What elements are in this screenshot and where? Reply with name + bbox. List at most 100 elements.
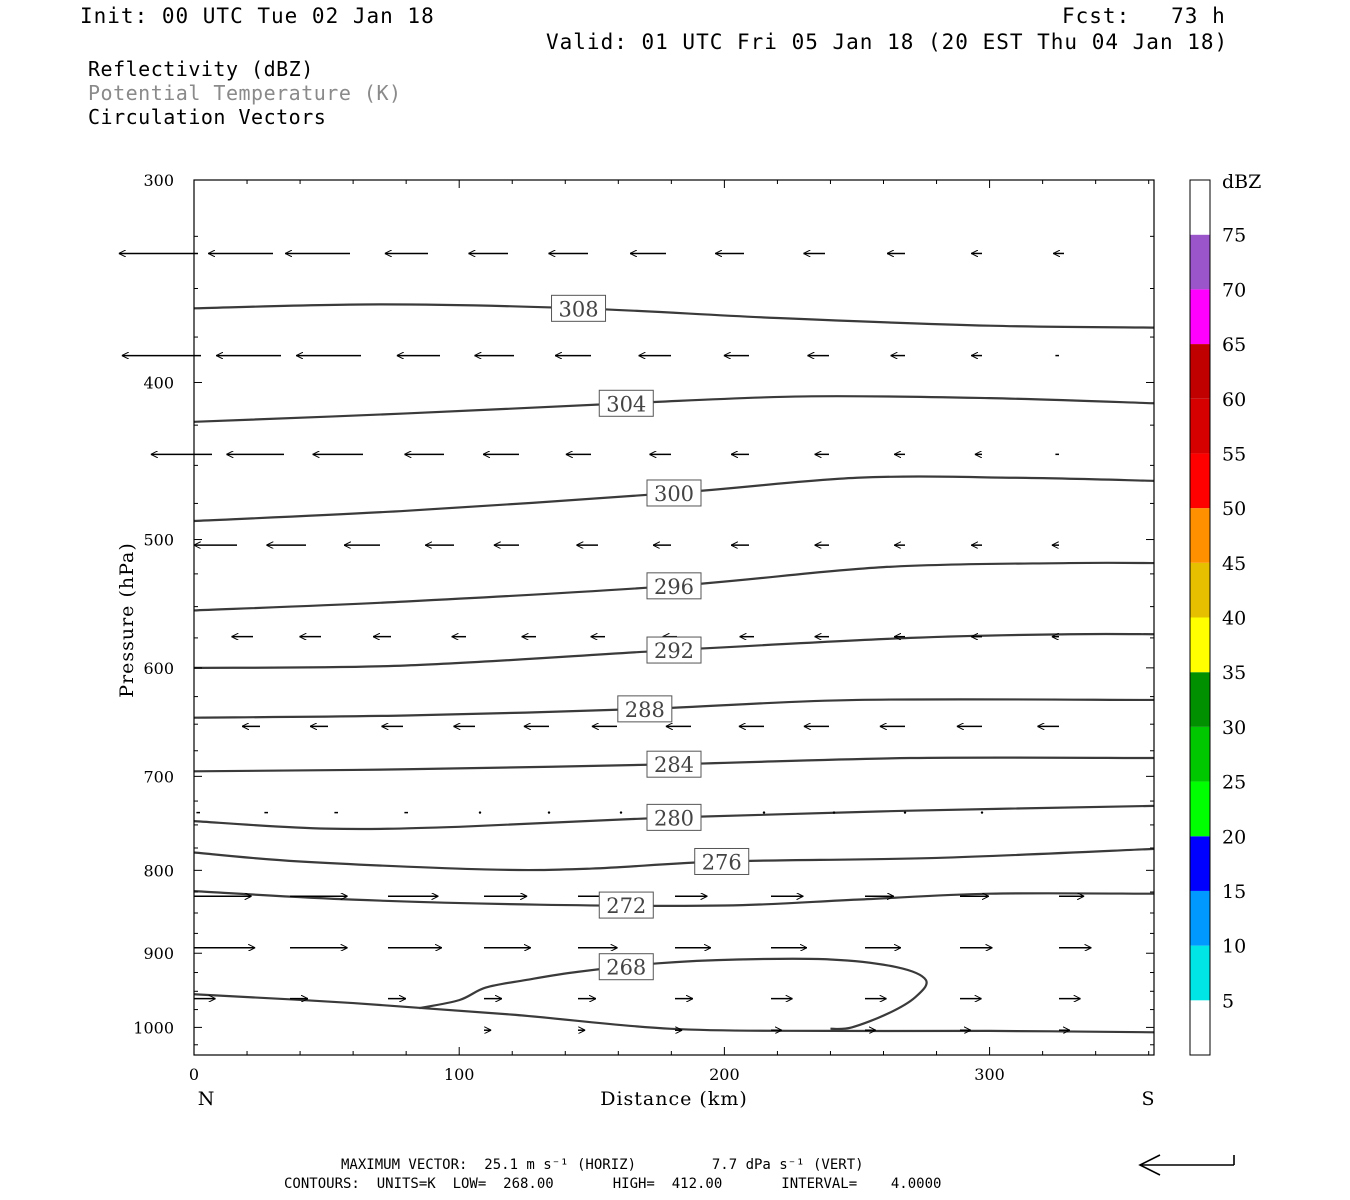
theta-contour-line (193, 632, 1155, 669)
axis-ticks: 0 100 200 300 300 400 500 600 700 800 900 1000 (133, 171, 1154, 1084)
colorbar-swatch (1190, 672, 1210, 727)
legend-potential-temperature: Potential Temperature (K) (88, 81, 402, 105)
theta-contour-line (193, 804, 1155, 831)
y-tick-label: 500 (143, 531, 174, 550)
vector-dot (832, 811, 836, 814)
contour-label: 300 (654, 482, 694, 506)
y-tick-label: 1000 (133, 1018, 174, 1037)
colorbar-swatch (1190, 453, 1210, 509)
colorbar-swatch (1190, 289, 1210, 345)
x-axis-label: Distance (km) (600, 1088, 748, 1110)
theta-contours (193, 303, 1155, 1034)
x-tick-label: 0 (189, 1065, 199, 1084)
y-tick-label: 600 (143, 659, 174, 678)
contour-label: 272 (606, 894, 646, 918)
contour-label-box (646, 750, 702, 778)
contour-label: 292 (654, 639, 694, 663)
contour-label: 284 (654, 753, 694, 777)
contour-label-box (646, 803, 702, 831)
colorbar-level-label: 55 (1222, 443, 1246, 465)
colorbar-swatch (1190, 726, 1210, 782)
colorbar-swatch (1190, 344, 1210, 399)
y-tick-label: 700 (143, 767, 174, 786)
vector-dot (619, 811, 623, 814)
colorbar-level-label: 20 (1222, 826, 1246, 848)
colorbar-level-label: 5 (1222, 990, 1234, 1012)
valid-time: Valid: 01 UTC Fri 05 Jan 18 (20 EST Thu … (546, 30, 1229, 54)
vector-dot (980, 811, 984, 814)
colorbar-swatch (1190, 234, 1210, 290)
y-tick-label: 800 (143, 861, 174, 880)
contour-label-box (598, 389, 654, 417)
plot-frame (193, 179, 1155, 1056)
contour-label: 268 (606, 956, 646, 980)
x-tick-label: 100 (444, 1065, 475, 1084)
contour-label-box (598, 891, 654, 919)
contour-label-box (551, 294, 607, 322)
colorbar-swatch (1190, 617, 1210, 673)
theta-contour-line (193, 890, 1155, 907)
theta-contour-line (193, 847, 1155, 872)
contour-label-box (646, 636, 702, 664)
contour-label: 280 (654, 806, 694, 830)
theta-contour-line (193, 993, 1155, 1034)
colorbar-level-label: 45 (1222, 553, 1246, 575)
colorbar-level-label: 35 (1222, 662, 1246, 684)
colorbar-swatch (1190, 508, 1210, 563)
contour-label-box (617, 695, 673, 723)
contour-label: 276 (702, 850, 742, 874)
theta-contour-line (193, 698, 1155, 719)
colorbar-level-label: 15 (1222, 881, 1246, 903)
forecast-hour: Fcst: 73 h (1062, 4, 1226, 28)
vector-dot (903, 811, 907, 814)
colorbar-swatch (1190, 945, 1210, 1001)
colorbar-swatch (1190, 180, 1210, 235)
vector-dot (547, 811, 551, 814)
colorbar: 5 10 15 20 25 30 35 40 45 50 55 60 65 70 75 dBZ (1189, 171, 1261, 1056)
colorbar-level-label: 50 (1222, 498, 1246, 520)
reference-vector-icon (1138, 1154, 1235, 1176)
contour-label: 288 (625, 698, 665, 722)
colorbar-level-label: 40 (1222, 608, 1246, 630)
x-end-label-right: S (1141, 1088, 1154, 1110)
theta-contour-line (193, 475, 1155, 523)
theta-contour-line (419, 957, 928, 1031)
theta-contour-line (193, 561, 1155, 612)
contour-labels: 308 304 300 296 292 288 284 280 276 272 268 (551, 294, 750, 981)
colorbar-swatch (1190, 781, 1210, 837)
colorbar-level-label: 10 (1222, 936, 1246, 958)
x-end-label-left: N (198, 1088, 215, 1110)
contour-label: 304 (606, 392, 646, 416)
colorbar-swatch (1190, 1000, 1210, 1055)
colorbar-swatch (1190, 890, 1210, 946)
colorbar-level-label: 60 (1222, 389, 1246, 411)
x-tick-label: 200 (709, 1065, 740, 1084)
colorbar-swatch (1190, 562, 1210, 618)
contour-label-box (646, 572, 702, 600)
colorbar-level-label: 75 (1222, 225, 1246, 247)
y-axis-label: Pressure (hPa) (116, 542, 138, 698)
vector-dot (762, 811, 766, 814)
contour-label: 296 (654, 575, 694, 599)
colorbar-level-label: 30 (1222, 717, 1246, 739)
max-vector-info: MAXIMUM VECTOR: 25.1 m s⁻¹ (HORIZ) 7.7 d… (341, 1157, 864, 1173)
y-tick-label: 300 (143, 171, 174, 190)
x-tick-label: 300 (974, 1065, 1005, 1084)
colorbar-swatch (1190, 398, 1210, 454)
contour-label: 308 (558, 297, 598, 321)
legend-circulation-vectors: Circulation Vectors (88, 105, 327, 129)
contour-info: CONTOURS: UNITS=K LOW= 268.00 HIGH= 412.… (284, 1176, 942, 1192)
colorbar-level-label: 25 (1222, 772, 1246, 794)
init-time: Init: 00 UTC Tue 02 Jan 18 (80, 4, 435, 28)
y-tick-label: 900 (143, 944, 174, 963)
theta-contour-line (193, 303, 1155, 329)
colorbar-frame (1189, 179, 1211, 1056)
colorbar-level-label: 70 (1222, 279, 1246, 301)
y-tick-label: 400 (143, 373, 174, 392)
theta-contour-line (193, 395, 1155, 423)
legend-reflectivity: Reflectivity (dBZ) (88, 57, 314, 81)
colorbar-level-label: 65 (1222, 334, 1246, 356)
contour-label-box (694, 847, 750, 875)
colorbar-unit-label: dBZ (1222, 171, 1261, 193)
